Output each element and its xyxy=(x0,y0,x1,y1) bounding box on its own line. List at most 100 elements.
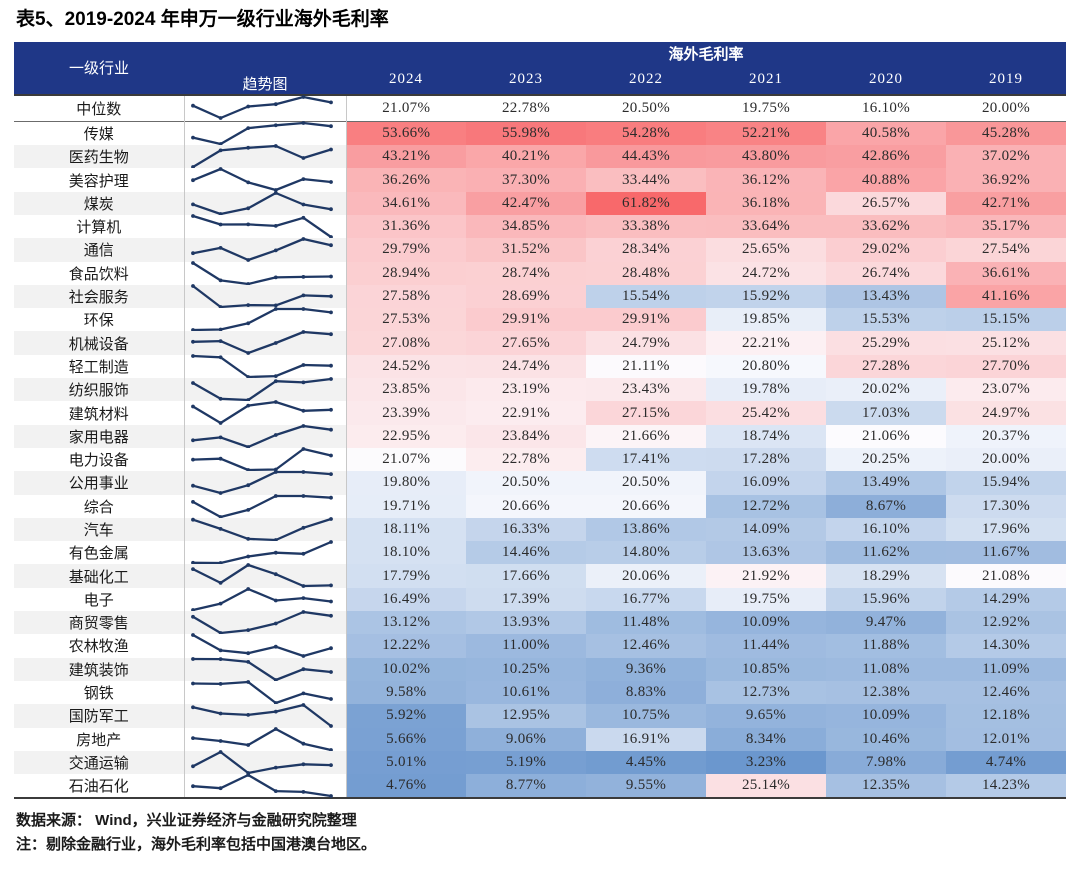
value-cell-2024: 22.95% xyxy=(346,424,466,448)
value-cell-2024: 27.53% xyxy=(346,308,466,332)
value-cell-2023: 20.66% xyxy=(466,494,586,518)
trend-sparkline xyxy=(184,586,347,612)
value-cell-2019: 45.28% xyxy=(946,121,1067,146)
value-cell-2019: 17.96% xyxy=(946,517,1067,542)
value-cell-2020: 12.35% xyxy=(826,774,946,799)
value-cell-2022: 29.91% xyxy=(586,308,706,332)
industry-label: 基础化工 xyxy=(14,564,185,588)
value-cell-2023: 9.06% xyxy=(466,727,586,751)
value-cell-2024: 34.61% xyxy=(346,191,466,215)
trend-sparkline xyxy=(184,540,347,566)
table-row: 汽车 18.11% 16.33% 13.86% 14.09% 16.10% 17.96% xyxy=(14,516,1067,542)
table-row: 商贸零售 13.12% 13.93% 11.48% 10.09% 9.47% 12.92% xyxy=(14,610,1067,635)
data-source-note: 数据来源： Wind，兴业证券经济与金融研究院整理 xyxy=(16,812,357,830)
value-cell-2021: 43.80% xyxy=(706,145,826,169)
value-cell-2020: 42.86% xyxy=(826,145,946,169)
value-cell-2020: 27.28% xyxy=(826,354,946,379)
table-row: 医药生物 43.21% 40.21% 44.43% 43.80% 42.86% 37.02% xyxy=(14,144,1067,169)
trend-sparkline xyxy=(184,680,347,705)
industry-label: 电力设备 xyxy=(14,447,185,472)
table-head: 一级行业 趋势图 海外毛利率 2024 2023 2022 2021 2020 … xyxy=(14,41,1067,95)
industry-label: 食品饮料 xyxy=(14,261,185,285)
value-cell-2022: 21.11% xyxy=(586,354,706,379)
value-cell-2022: 4.45% xyxy=(586,750,706,775)
value-cell-2022: 24.79% xyxy=(586,331,706,355)
value-cell-2020: 9.47% xyxy=(826,611,946,635)
trend-sparkline xyxy=(184,330,347,356)
table-row: 石油石化 4.76% 8.77% 9.55% 25.14% 12.35% 14.23% xyxy=(14,773,1067,799)
value-cell-2023: 23.84% xyxy=(466,424,586,448)
value-cell-2019: 12.92% xyxy=(946,611,1067,635)
trend-sparkline xyxy=(184,773,347,799)
value-cell-2020: 7.98% xyxy=(826,750,946,775)
median-value-2022: 20.50% xyxy=(586,94,706,122)
industry-label: 电子 xyxy=(14,587,185,612)
value-cell-2023: 17.39% xyxy=(466,587,586,612)
value-cell-2020: 15.96% xyxy=(826,587,946,612)
value-cell-2020: 15.53% xyxy=(826,308,946,332)
value-cell-2023: 28.69% xyxy=(466,284,586,309)
table-row: 公用事业 19.80% 20.50% 20.50% 16.09% 13.49% 15.94% xyxy=(14,470,1067,496)
value-cell-2024: 10.02% xyxy=(346,657,466,681)
industry-label: 通信 xyxy=(14,238,185,262)
median-value-2019: 20.00% xyxy=(946,94,1067,122)
value-cell-2023: 5.19% xyxy=(466,750,586,775)
value-cell-2019: 37.02% xyxy=(946,145,1067,169)
industry-label: 美容护理 xyxy=(14,168,185,192)
value-cell-2023: 22.78% xyxy=(466,447,586,472)
value-cell-2020: 10.09% xyxy=(826,704,946,728)
industry-label: 轻工制造 xyxy=(14,354,185,379)
table-row: 轻工制造 24.52% 24.74% 21.11% 20.80% 27.28% 27.70% xyxy=(14,353,1067,379)
value-cell-2020: 13.43% xyxy=(826,284,946,309)
value-cell-2022: 10.75% xyxy=(586,704,706,728)
value-cell-2024: 16.49% xyxy=(346,587,466,612)
table-row: 传媒 53.66% 55.98% 54.28% 52.21% 40.58% 45.28% xyxy=(14,120,1067,146)
trend-sparkline xyxy=(184,283,347,309)
value-cell-2022: 61.82% xyxy=(586,191,706,215)
table-row: 食品饮料 28.94% 28.74% 28.48% 24.72% 26.74% 36.61% xyxy=(14,260,1067,286)
value-cell-2019: 36.61% xyxy=(946,261,1067,285)
col-header-2023: 2023 xyxy=(466,65,586,95)
trend-sparkline xyxy=(184,120,347,146)
median-sparkline xyxy=(184,94,347,122)
value-cell-2024: 31.36% xyxy=(346,214,466,239)
value-cell-2020: 13.49% xyxy=(826,471,946,495)
value-cell-2020: 12.38% xyxy=(826,680,946,705)
industry-label: 社会服务 xyxy=(14,284,185,309)
value-cell-2020: 16.10% xyxy=(826,517,946,542)
value-cell-2021: 18.74% xyxy=(706,424,826,448)
value-cell-2021: 3.23% xyxy=(706,750,826,775)
value-cell-2023: 16.33% xyxy=(466,517,586,542)
footnotes: 数据来源： Wind，兴业证券经济与金融研究院整理 注：剔除金融行业，海外毛利率… xyxy=(14,799,1066,856)
value-cell-2023: 14.46% xyxy=(466,541,586,565)
value-cell-2024: 53.66% xyxy=(346,121,466,146)
value-cell-2021: 8.34% xyxy=(706,727,826,751)
table-row: 环保 27.53% 29.91% 29.91% 19.85% 15.53% 15.15% xyxy=(14,307,1067,333)
value-cell-2021: 21.92% xyxy=(706,564,826,588)
col-header-2019: 2019 xyxy=(946,65,1067,95)
value-cell-2021: 14.09% xyxy=(706,517,826,542)
table-row: 房地产 5.66% 9.06% 16.91% 8.34% 10.46% 12.01% xyxy=(14,726,1067,752)
industry-label: 有色金属 xyxy=(14,541,185,565)
industry-label: 钢铁 xyxy=(14,680,185,705)
value-cell-2023: 37.30% xyxy=(466,168,586,192)
table-row: 计算机 31.36% 34.85% 33.38% 33.64% 33.62% 35.17% xyxy=(14,214,1067,239)
industry-label: 计算机 xyxy=(14,214,185,239)
value-cell-2020: 8.67% xyxy=(826,494,946,518)
page-title: 表5、2019-2024 年申万一级行业海外毛利率 xyxy=(16,9,389,30)
value-cell-2022: 20.66% xyxy=(586,494,706,518)
value-cell-2020: 40.88% xyxy=(826,168,946,192)
table-row: 电子 16.49% 17.39% 16.77% 19.75% 15.96% 14.29% xyxy=(14,586,1067,612)
value-cell-2024: 5.66% xyxy=(346,727,466,751)
value-cell-2019: 20.00% xyxy=(946,447,1067,472)
value-cell-2020: 21.06% xyxy=(826,424,946,448)
value-cell-2019: 23.07% xyxy=(946,378,1067,402)
year-header-row: 2024 2023 2022 2021 2020 2019 xyxy=(14,65,1067,95)
col-group-header: 海外毛利率 xyxy=(346,41,1067,66)
value-cell-2021: 33.64% xyxy=(706,214,826,239)
value-cell-2022: 15.54% xyxy=(586,284,706,309)
value-cell-2019: 42.71% xyxy=(946,191,1067,215)
value-cell-2019: 11.67% xyxy=(946,541,1067,565)
value-cell-2024: 23.85% xyxy=(346,378,466,402)
